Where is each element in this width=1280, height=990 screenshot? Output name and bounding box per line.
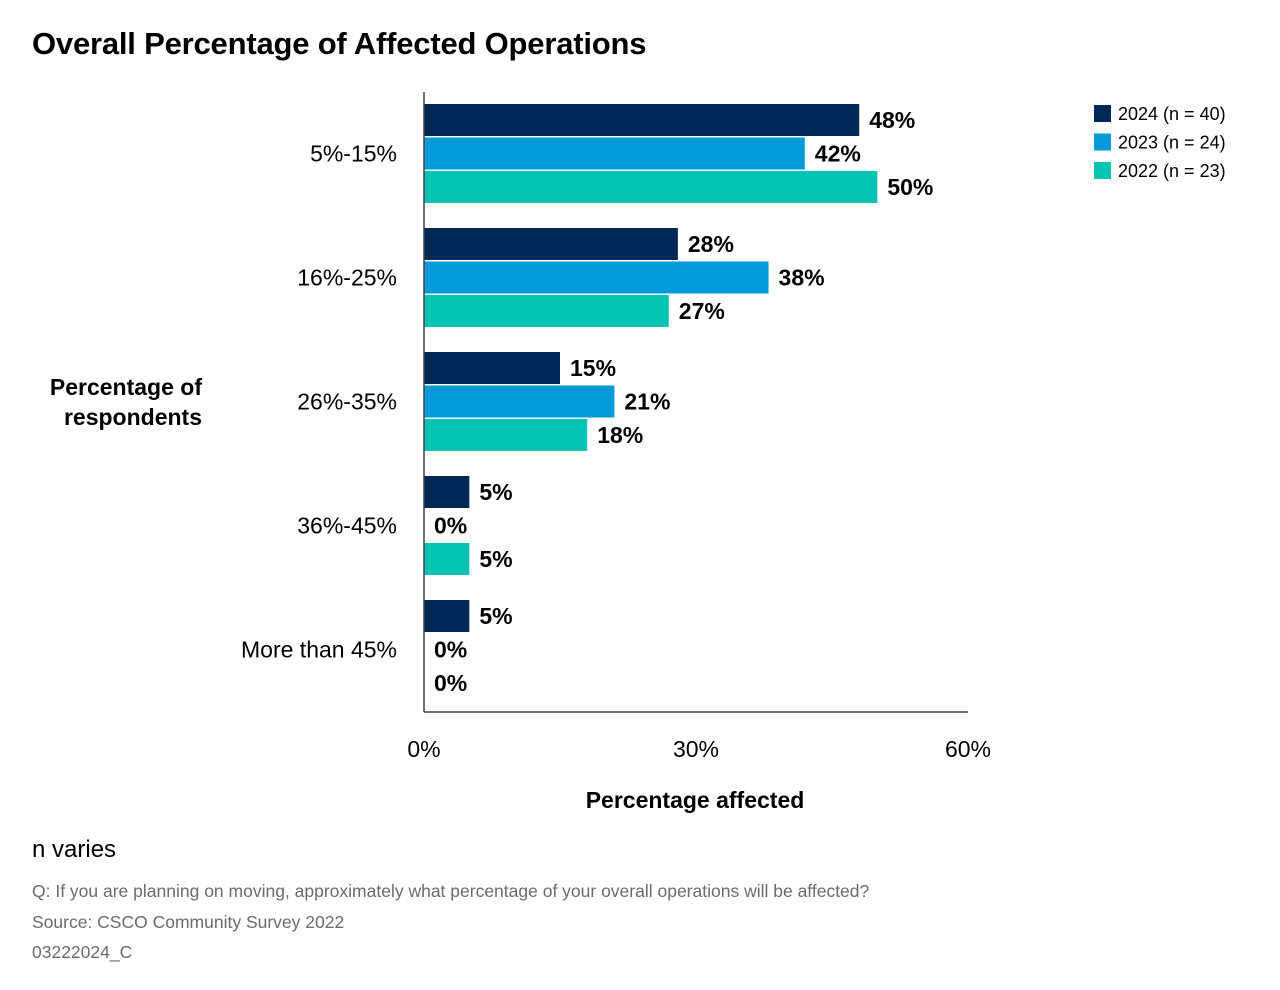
value-label-2024-36-45: 5% — [479, 479, 512, 505]
value-label-2024-5-15: 48% — [869, 107, 915, 133]
bar-2022-5-15 — [424, 171, 878, 203]
bar-2024-more-than-45 — [424, 600, 470, 632]
x-tick-label: 30% — [673, 736, 719, 762]
category-label-16-25: 16%-25% — [297, 265, 397, 291]
category-label-26-35: 26%-35% — [297, 389, 397, 415]
bar-2024-16-25 — [424, 228, 678, 260]
x-tick-label: 60% — [945, 736, 991, 762]
bar-2024-26-35 — [424, 352, 560, 384]
value-label-2022-36-45: 5% — [479, 546, 512, 572]
value-label-2022-5-15: 50% — [887, 174, 933, 200]
category-label-more-than-45: More than 45% — [241, 637, 397, 663]
value-labels-layer: 48% 42% 50% 28% 38% 27% 15% 21% 18% 5% 0% 5% 5% 0% 0% — [434, 107, 933, 696]
x-axis-title: Percentage affected — [586, 787, 805, 813]
bars-layer — [424, 104, 878, 632]
value-label-2024-more-than-45: 5% — [479, 603, 512, 629]
footnote: n varies — [32, 836, 117, 863]
legend-label-2024: 2024 (n = 40) — [1118, 104, 1226, 124]
legend-label-2022: 2022 (n = 23) — [1118, 161, 1226, 181]
value-label-2024-26-35: 15% — [570, 355, 616, 381]
value-label-2022-more-than-45: 0% — [434, 670, 467, 696]
bar-2022-16-25 — [424, 295, 669, 327]
category-label-5-15: 5%-15% — [310, 141, 397, 167]
bar-2024-5-15 — [424, 104, 860, 136]
legend-swatch-2024 — [1094, 105, 1111, 122]
category-label-36-45: 36%-45% — [297, 513, 397, 539]
y-axis-title: Percentage of respondents — [49, 374, 202, 430]
x-tick-labels-layer: 0% 30% 60% — [407, 736, 991, 762]
value-label-2023-26-35: 21% — [624, 389, 670, 415]
chart-code: 03222024_C — [32, 942, 133, 962]
legend-label-2023: 2023 (n = 24) — [1118, 133, 1226, 153]
x-tick-label: 0% — [407, 736, 440, 762]
legend-swatch-2022 — [1094, 162, 1111, 179]
value-label-2023-36-45: 0% — [434, 513, 467, 539]
bar-2022-36-45 — [424, 543, 470, 575]
bar-2024-36-45 — [424, 476, 470, 508]
bar-2023-16-25 — [424, 261, 769, 294]
chart-title: Overall Percentage of Affected Operation… — [32, 26, 647, 61]
value-label-2023-more-than-45: 0% — [434, 637, 467, 663]
value-label-2022-16-25: 27% — [679, 298, 725, 324]
source-note: Source: CSCO Community Survey 2022 — [32, 912, 345, 932]
bar-2023-26-35 — [424, 385, 615, 418]
value-label-2023-5-15: 42% — [815, 141, 861, 167]
category-labels-layer: 5%-15% 16%-25% 26%-35% 36%-45% More than 45% — [241, 141, 397, 663]
value-label-2024-16-25: 28% — [688, 231, 734, 257]
value-label-2022-26-35: 18% — [597, 422, 643, 448]
value-label-2023-16-25: 38% — [779, 265, 825, 291]
bar-2023-5-15 — [424, 137, 805, 170]
bar-2022-26-35 — [424, 419, 588, 451]
axes-layer — [423, 92, 968, 713]
legend-swatch-2023 — [1094, 133, 1111, 151]
legend: 2024 (n = 40) 2023 (n = 24) 2022 (n = 23) — [1094, 104, 1226, 181]
survey-question: Q: If you are planning on moving, approx… — [32, 881, 870, 901]
